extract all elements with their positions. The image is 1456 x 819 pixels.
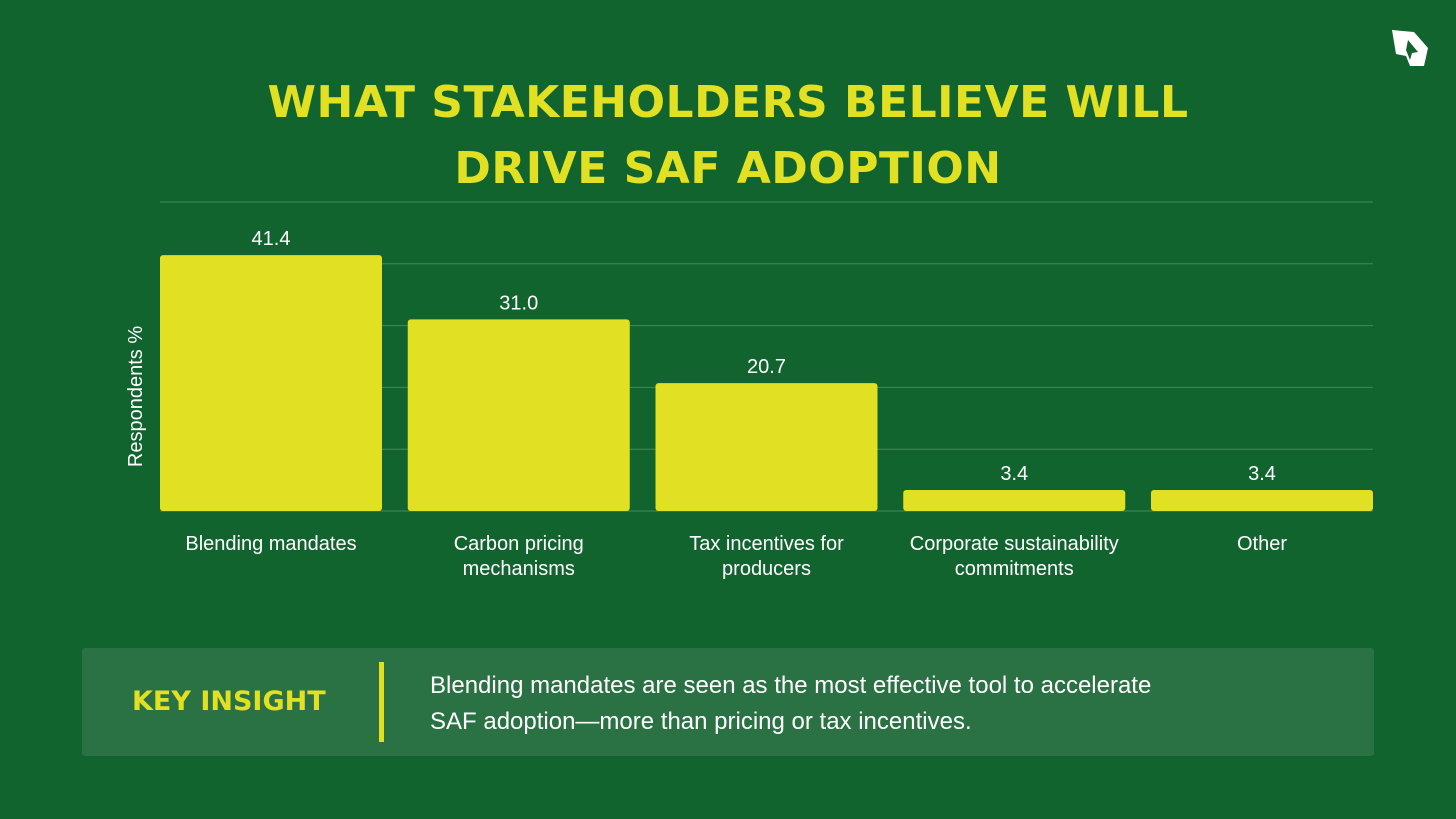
- chart-title-line-1: WHAT STAKEHOLDERS BELIEVE WILL: [267, 77, 1189, 128]
- key-insight-text-line-1: Blending mandates are seen as the most e…: [430, 672, 1152, 699]
- key-insight-text-line-2: SAF adoption—more than pricing or tax in…: [430, 708, 972, 735]
- category-label-5: Other: [1237, 533, 1287, 555]
- bar-value-label-1: 41.4: [252, 228, 291, 250]
- bar-5: [1151, 489, 1373, 511]
- category-label-4-line-1: Corporate sustainability: [910, 533, 1119, 555]
- key-insight-text: Blending mandates are seen as the most e…: [430, 668, 1330, 740]
- bar-2: [407, 319, 630, 511]
- category-label-3-line-1: Tax incentives for: [689, 533, 844, 555]
- bar-value-label-4: 3.4: [1000, 463, 1028, 485]
- bar-1: [160, 255, 382, 511]
- bar-3: [655, 383, 878, 511]
- bar-value-label-2: 31.0: [499, 292, 538, 314]
- bar-4: [903, 489, 1126, 511]
- category-label-3-line-2: producers: [722, 558, 811, 580]
- category-label-2-line-2: mechanisms: [463, 558, 575, 580]
- bar-value-label-3: 20.7: [747, 356, 786, 378]
- aircraft-map-logo-icon: [1392, 30, 1428, 66]
- category-label-2-line-1: Carbon pricing: [454, 533, 584, 555]
- key-insight-divider: [379, 662, 384, 742]
- y-axis-label: Respondents %: [125, 326, 147, 467]
- category-label-4-line-2: commitments: [955, 558, 1074, 580]
- key-insight-box: KEY INSIGHT Blending mandates are seen a…: [82, 648, 1374, 756]
- key-insight-label: KEY INSIGHT: [132, 686, 326, 717]
- bar-value-label-5: 3.4: [1248, 463, 1276, 485]
- category-label-1: Blending mandates: [185, 533, 356, 555]
- chart-title-line-2: DRIVE SAF ADOPTION: [454, 143, 1002, 194]
- chart-title: WHAT STAKEHOLDERS BELIEVE WILL DRIVE SAF…: [0, 70, 1456, 202]
